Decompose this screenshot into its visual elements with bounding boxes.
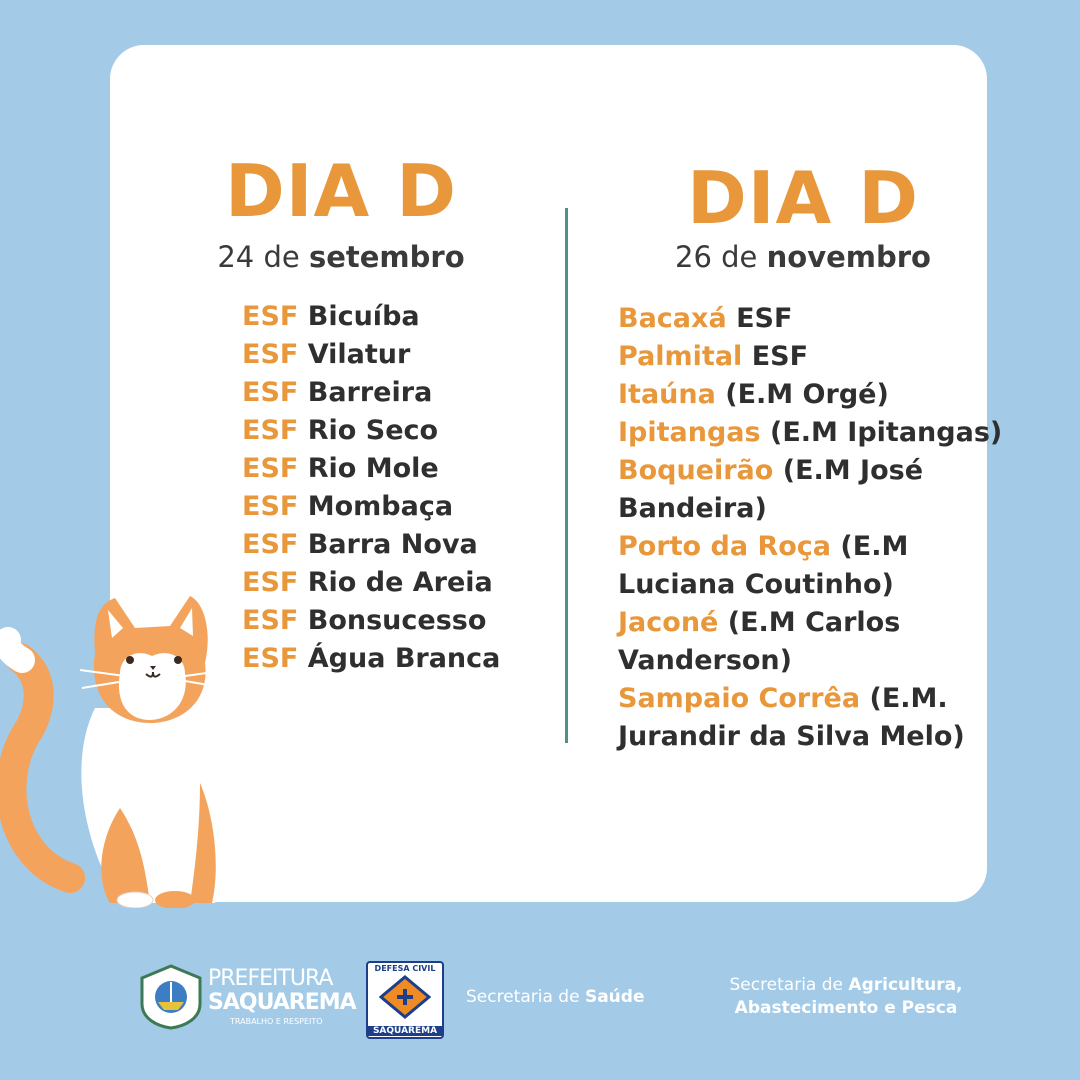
clinic-name: Vilatur (307, 339, 411, 370)
location-name: Bacaxá (618, 303, 727, 334)
left-clinic-item: ESF Rio de Areia (242, 564, 500, 602)
left-clinic-item: ESF Vilatur (242, 336, 500, 374)
location-detail: ESF (726, 303, 793, 334)
clinic-prefix: ESF (242, 605, 299, 636)
right-location-line: Itaúna (E.M Orgé) (618, 376, 1002, 414)
clinic-name: Bonsucesso (307, 605, 487, 636)
left-clinic-item: ESF Barra Nova (242, 526, 500, 564)
right-location-line: Palmital ESF (618, 338, 1002, 376)
clinic-prefix: ESF (242, 415, 299, 446)
secretaria-saude: Secretaria de Saúde (466, 986, 644, 1009)
right-location-line: Porto da Roça (E.M (618, 528, 1002, 566)
prefeitura-line1: PREFEITURA (208, 966, 333, 991)
right-location-line: Ipitangas (E.M Ipitangas) (618, 414, 1002, 452)
clinic-name: Mombaça (307, 491, 454, 522)
right-location-list: Bacaxá ESF Palmital ESF Itaúna (E.M Orgé) I… (618, 300, 1002, 756)
defesa-civil-bottom-text: SAQUAREMA (368, 1026, 442, 1036)
agri-prefix: Secretaria de (729, 975, 849, 995)
location-name: Jaconé (618, 607, 719, 638)
location-detail: (E.M Ipitangas) (760, 417, 1003, 448)
right-date-month: novembro (766, 240, 931, 274)
clinic-name: Rio de Areia (307, 567, 493, 598)
location-detail: (E.M Carlos (718, 607, 901, 638)
saude-bold: Saúde (584, 987, 645, 1007)
secretaria-agricultura: Secretaria de Agricultura, Abastecimento… (704, 974, 988, 1020)
location-detail: Jurandir da Silva Melo) (618, 721, 965, 752)
prefeitura-logo: PREFEITURA SAQUAREMA TRABALHO E RESPEITO (138, 962, 357, 1032)
location-name: Porto da Roça (618, 531, 832, 562)
left-clinic-list: ESF Bicuíba ESF Vilatur ESF Barreira ESF Ri… (242, 298, 500, 678)
clinic-name: Rio Mole (307, 453, 439, 484)
clinic-name: Rio Seco (307, 415, 439, 446)
defesa-civil-emblem-icon (379, 975, 431, 1019)
left-date: 24 de setembro (190, 243, 492, 272)
location-name: Sampaio Corrêa (618, 683, 861, 714)
location-name: Boqueirão (618, 455, 774, 486)
right-date-number: 26 de (675, 240, 758, 274)
right-location-line: Jurandir da Silva Melo) (618, 718, 1002, 756)
clinic-prefix: ESF (242, 491, 299, 522)
left-date-number: 24 de (217, 240, 300, 274)
left-clinic-item: ESF Bonsucesso (242, 602, 500, 640)
left-clinic-item: ESF Rio Mole (242, 450, 500, 488)
clinic-prefix: ESF (242, 567, 299, 598)
location-name: Itaúna (618, 379, 716, 410)
clinic-prefix: ESF (242, 339, 299, 370)
saude-prefix: Secretaria de (466, 987, 585, 1007)
prefeitura-tagline: TRABALHO E RESPEITO (230, 1017, 323, 1026)
left-title: DIA D (224, 149, 458, 233)
location-detail: (E.M. (860, 683, 948, 714)
right-location-line: Jaconé (E.M Carlos (618, 604, 1002, 642)
clinic-name: Bicuíba (307, 301, 420, 332)
right-location-line: Bandeira) (618, 490, 1002, 528)
left-clinic-item: ESF Rio Seco (242, 412, 500, 450)
right-location-line: Luciana Coutinho) (618, 566, 1002, 604)
agri-bold1: Agricultura, (848, 975, 963, 995)
left-clinic-item: ESF Água Branca (242, 640, 500, 678)
city-seal-icon (140, 964, 202, 1030)
clinic-name: Barra Nova (307, 529, 478, 560)
right-location-line: Boqueirão (E.M José (618, 452, 1002, 490)
right-location-line: Bacaxá ESF (618, 300, 1002, 338)
location-name: Ipitangas (618, 417, 761, 448)
right-date: 26 de novembro (652, 243, 954, 272)
content-card (110, 45, 987, 902)
left-date-month: setembro (308, 240, 465, 274)
agri-bold2: Abastecimento e Pesca (734, 998, 958, 1018)
clinic-name: Água Branca (307, 643, 501, 674)
left-clinic-item: ESF Mombaça (242, 488, 500, 526)
left-clinic-item: ESF Barreira (242, 374, 500, 412)
clinic-prefix: ESF (242, 529, 299, 560)
agri-line2: Abastecimento e Pesca (704, 997, 988, 1020)
location-detail: (E.M (831, 531, 909, 562)
location-name: Palmital (618, 341, 743, 372)
location-detail: Luciana Coutinho) (618, 569, 894, 600)
column-divider (565, 208, 568, 743)
location-detail: (E.M José (773, 455, 924, 486)
clinic-prefix: ESF (242, 301, 299, 332)
right-title: DIA D (686, 156, 920, 240)
clinic-prefix: ESF (242, 643, 299, 674)
prefeitura-line2: SAQUAREMA (208, 990, 357, 1015)
location-detail: ESF (742, 341, 809, 372)
right-location-line: Sampaio Corrêa (E.M. (618, 680, 1002, 718)
defesa-civil-top-text: DEFESA CIVIL (374, 964, 436, 973)
location-detail: Vanderson) (618, 645, 792, 676)
location-detail: (E.M Orgé) (715, 379, 889, 410)
clinic-name: Barreira (307, 377, 433, 408)
location-detail: Bandeira) (618, 493, 767, 524)
left-clinic-item: ESF Bicuíba (242, 298, 500, 336)
right-location-line: Vanderson) (618, 642, 1002, 680)
cat-illustration (0, 596, 229, 908)
clinic-prefix: ESF (242, 453, 299, 484)
defesa-civil-logo: DEFESA CIVIL SAQUAREMA (366, 961, 444, 1039)
clinic-prefix: ESF (242, 377, 299, 408)
agri-line1: Secretaria de Agricultura, (704, 974, 988, 997)
